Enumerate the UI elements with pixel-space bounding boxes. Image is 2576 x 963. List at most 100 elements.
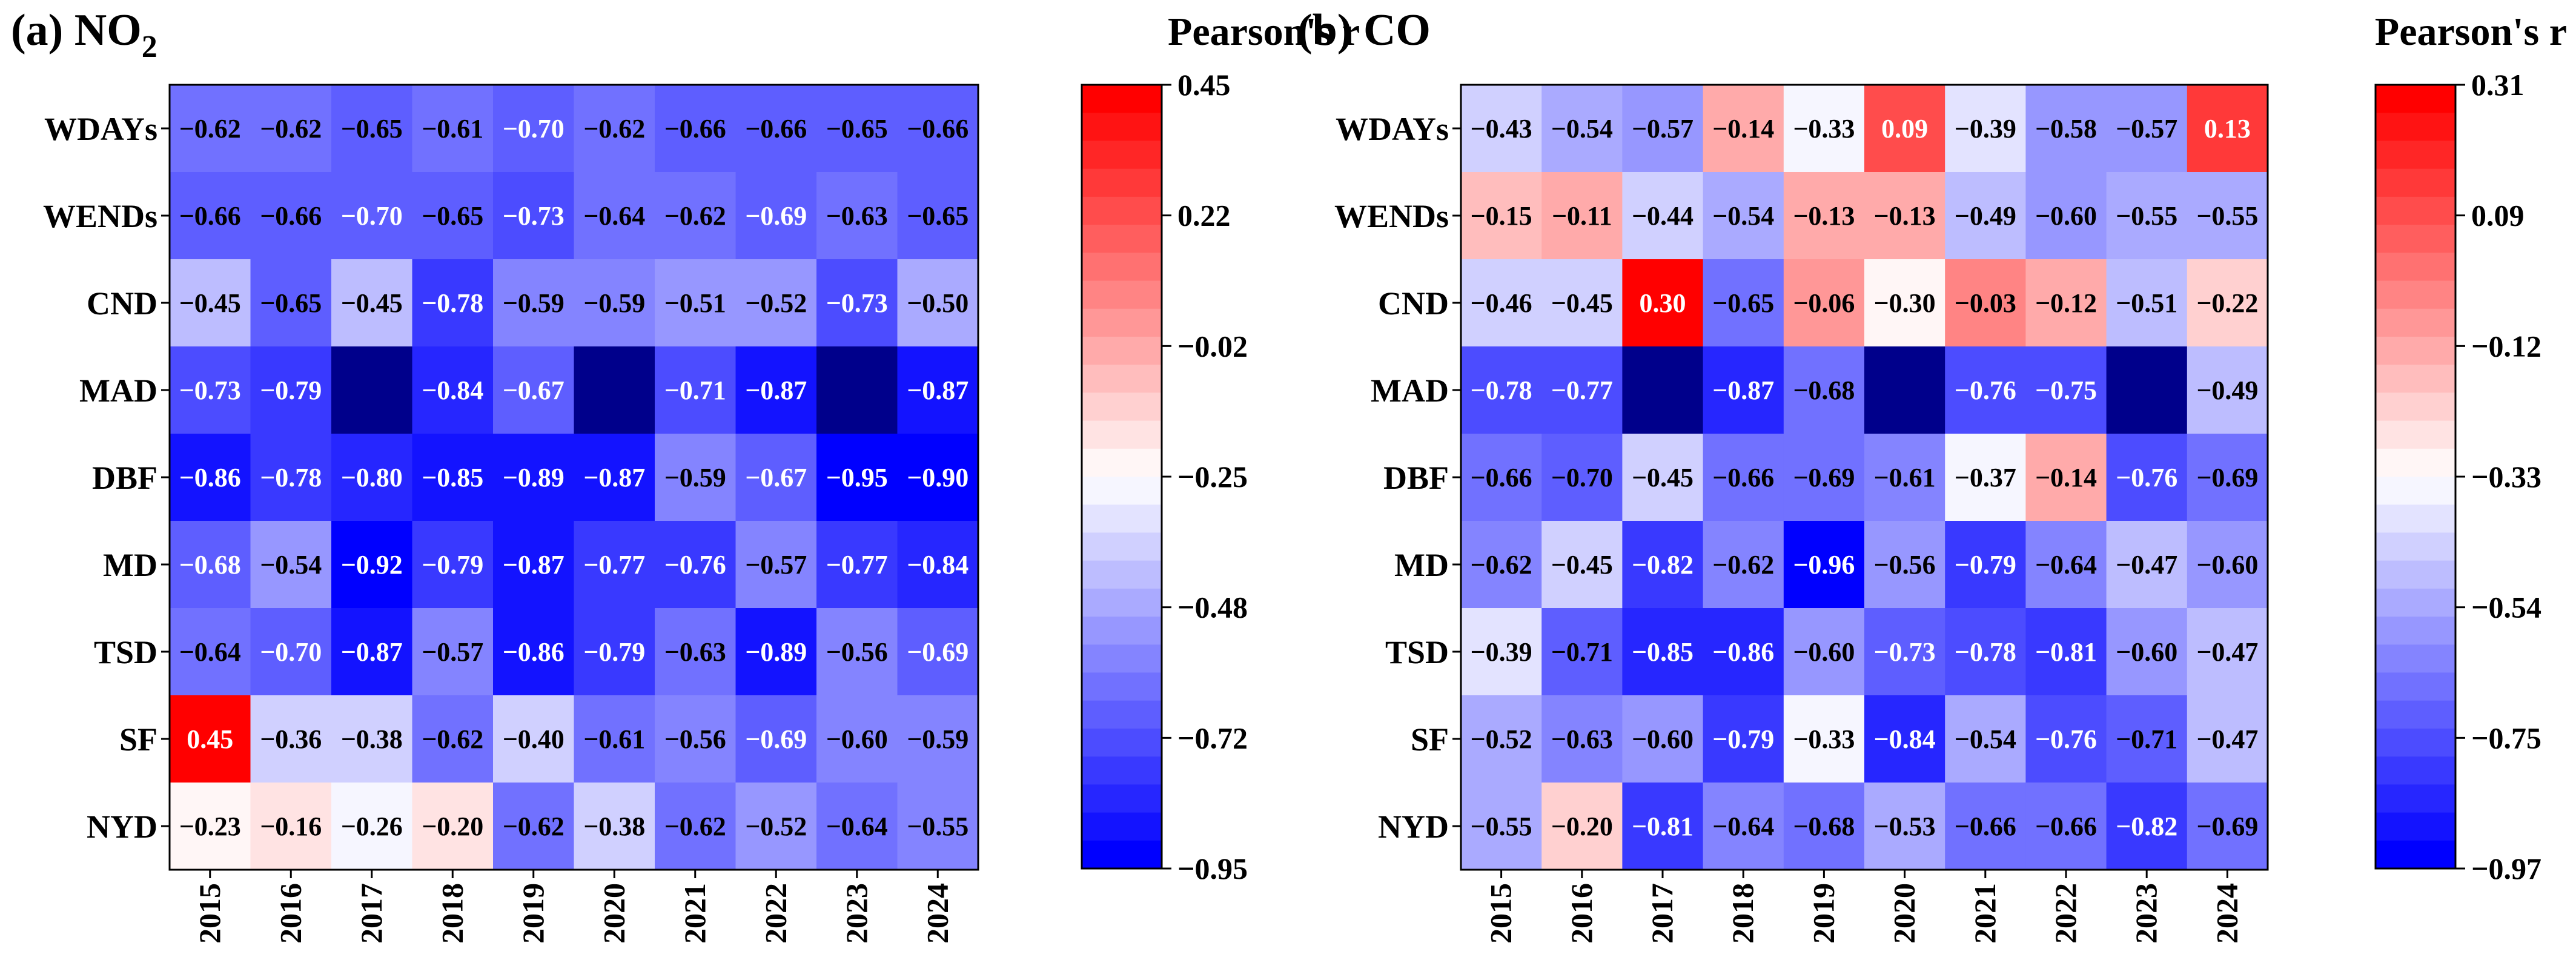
cell-value-label: −0.16 <box>260 812 322 841</box>
cell-value-label: −0.38 <box>341 724 403 754</box>
colorbar-segment <box>1082 420 1162 449</box>
heatmap-cell <box>897 346 979 434</box>
x-tick-label: 2022 <box>2048 883 2082 944</box>
heatmap-cell <box>2187 521 2268 609</box>
cell-value-label: −0.33 <box>1793 724 1855 754</box>
colorbar-title: Pearson's r <box>1168 10 1360 54</box>
cell-value-label: −0.87 <box>745 376 807 405</box>
cell-value-label: −0.26 <box>341 812 403 841</box>
heatmap-cell <box>331 172 413 260</box>
cell-value-label: −0.65 <box>422 201 483 231</box>
heatmap-cell <box>170 608 251 696</box>
cell-value-label: −0.66 <box>179 201 241 231</box>
heatmap-cell <box>331 85 413 173</box>
heatmap-cell <box>816 85 898 173</box>
colorbar-segment <box>1082 253 1162 282</box>
colorbar-segment <box>2376 365 2455 394</box>
cell-value-label: −0.85 <box>422 463 483 492</box>
cell-value-label: −0.59 <box>583 288 645 318</box>
heatmap-cell <box>493 259 575 347</box>
heatmap-cell <box>816 521 898 609</box>
cell-value-label: −0.76 <box>2035 724 2097 754</box>
cell-value-label: −0.73 <box>503 201 565 231</box>
colorbar-tick-label: −0.02 <box>1177 329 1248 363</box>
y-tick-label: CND <box>87 285 157 322</box>
cell-value-label: −0.70 <box>1551 463 1613 492</box>
heatmap-cell <box>1864 346 1945 434</box>
colorbar-segment <box>1082 784 1162 813</box>
colorbar-tick-label: −0.97 <box>2471 852 2541 885</box>
cell-value-label: −0.15 <box>1471 201 1532 231</box>
heatmap-cell <box>816 259 898 347</box>
heatmap-cell <box>2025 695 2107 783</box>
colorbar-segment <box>2376 617 2455 646</box>
cell-value-label: −0.60 <box>1632 724 1694 754</box>
colorbar-segment <box>1082 812 1162 841</box>
cell-value-label: −0.78 <box>422 288 483 318</box>
heatmap-cell <box>655 608 737 696</box>
heatmap-cell <box>1622 434 1704 521</box>
cell-value-label: −0.79 <box>583 637 645 667</box>
heatmap-cell <box>1703 434 1784 521</box>
cell-value-label: −0.62 <box>260 114 322 144</box>
colorbar-segment <box>1082 392 1162 422</box>
heatmap-cell <box>1945 695 2026 783</box>
cell-value-label: −0.76 <box>664 550 726 580</box>
x-tick-label: 2023 <box>2129 883 2163 944</box>
heatmap-cell <box>1864 521 1945 609</box>
heatmap-cell <box>1461 346 1542 434</box>
heatmap-cell <box>1541 783 1623 870</box>
colorbar-segment <box>2376 840 2455 869</box>
cell-value-label: −0.53 <box>1874 812 1936 841</box>
panel-title-main: (a) NO <box>11 5 142 55</box>
heatmap-cell <box>1945 608 2026 696</box>
y-tick-label: TSD <box>1385 634 1449 670</box>
heatmap-cell <box>1541 608 1623 696</box>
heatmap-cell <box>1864 172 1945 260</box>
cell-value-label: −0.62 <box>664 201 726 231</box>
heatmap-cell <box>574 783 655 870</box>
heatmap-cell <box>2106 346 2188 434</box>
heatmap-cell <box>735 521 817 609</box>
panel-co: (b) CO −0.43 −0.54 −0.57 −0.14 −0.33 0.09 −0.39… <box>1297 5 2567 944</box>
y-tick-label: TSD <box>94 634 157 670</box>
cell-value-label: −0.79 <box>1955 550 2016 580</box>
colorbar-segment <box>2376 141 2455 170</box>
heatmap-cell <box>2025 85 2107 173</box>
cell-value-label: −0.92 <box>341 550 403 580</box>
heatmap-cell <box>1622 608 1704 696</box>
cell-value-label: −0.52 <box>745 812 807 841</box>
heatmap-cell <box>655 85 737 173</box>
colorbar-segment <box>1082 477 1162 506</box>
heatmap-cell <box>1541 85 1623 173</box>
heatmap-cell <box>250 346 332 434</box>
cell-value-label: −0.80 <box>341 463 403 492</box>
colorbar-segment <box>1082 840 1162 869</box>
heatmap-cell <box>331 521 413 609</box>
heatmap-cell <box>331 695 413 783</box>
heatmap-cell <box>2106 172 2188 260</box>
cell-value-label: −0.13 <box>1793 201 1855 231</box>
heatmap-cell <box>412 608 494 696</box>
heatmap-cell <box>1783 695 1865 783</box>
cell-value-label: −0.66 <box>664 114 726 144</box>
heatmap-cell <box>816 608 898 696</box>
cell-value-label: −0.67 <box>503 376 565 405</box>
cell-value-label: −0.69 <box>1793 463 1855 492</box>
cell-value-label: −0.64 <box>583 201 645 231</box>
colorbar-segment <box>2376 672 2455 701</box>
cell-value-label: −0.84 <box>422 376 483 405</box>
colorbar-segment <box>1082 365 1162 394</box>
heatmap-cells: −0.43 −0.54 −0.57 −0.14 −0.33 0.09 −0.39 −0.58−… <box>1461 85 2268 870</box>
heatmap-cell <box>412 172 494 260</box>
cell-value-label: −0.65 <box>1712 288 1774 318</box>
heatmap-cell <box>493 695 575 783</box>
cell-value-label: −0.38 <box>583 812 645 841</box>
heatmap-cell <box>412 783 494 870</box>
cell-value-label: −0.66 <box>745 114 807 144</box>
heatmap-cell <box>1783 783 1865 870</box>
heatmap-cell <box>655 346 737 434</box>
colorbar-segment <box>1082 196 1162 225</box>
cell-value-label: −0.87 <box>1712 376 1774 405</box>
cell-value-label: −0.58 <box>2035 114 2097 144</box>
